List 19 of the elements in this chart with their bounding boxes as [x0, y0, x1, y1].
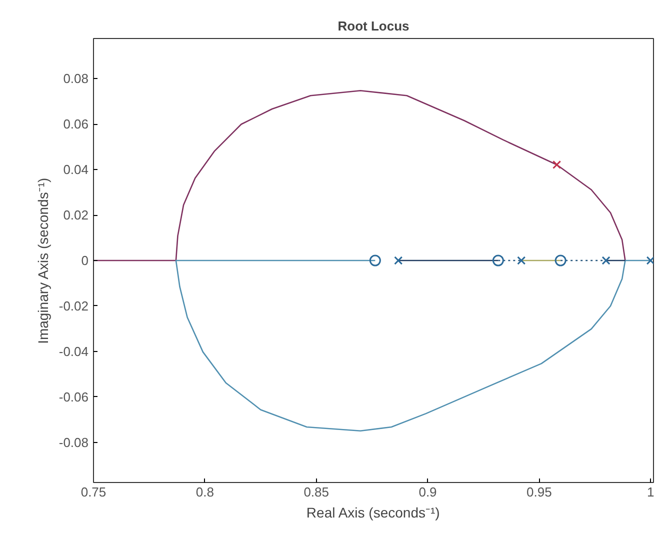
x-tick-label: 0.8 — [196, 484, 214, 500]
y-tick-label: 0.02 — [63, 208, 89, 223]
y-tick-label: -0.04 — [58, 344, 89, 359]
x-tick-label: 0.85 — [304, 484, 330, 500]
chart-title: Root Locus — [338, 18, 410, 34]
x-axis-title: Real Axis (seconds⁻¹) — [306, 504, 440, 520]
x-tick-label: 0.95 — [526, 484, 552, 500]
line-series — [175, 260, 652, 432]
y-tick-label: -0.06 — [58, 389, 89, 404]
x-tick-label: 0.75 — [80, 484, 106, 500]
x-tick-label: 0.9 — [418, 484, 437, 500]
y-tick-label: 0.04 — [63, 162, 89, 178]
y-tick-label: 0.08 — [63, 71, 89, 86]
y-axis-title: Imaginary Axis (seconds⁻¹) — [34, 178, 51, 344]
y-tick-label: -0.08 — [58, 434, 89, 450]
y-tick-label: 0.06 — [63, 116, 89, 132]
y-tick-label: 0 — [81, 253, 89, 268]
x-tick-label: 1 — [646, 484, 654, 500]
y-tick-label: -0.02 — [58, 298, 89, 314]
